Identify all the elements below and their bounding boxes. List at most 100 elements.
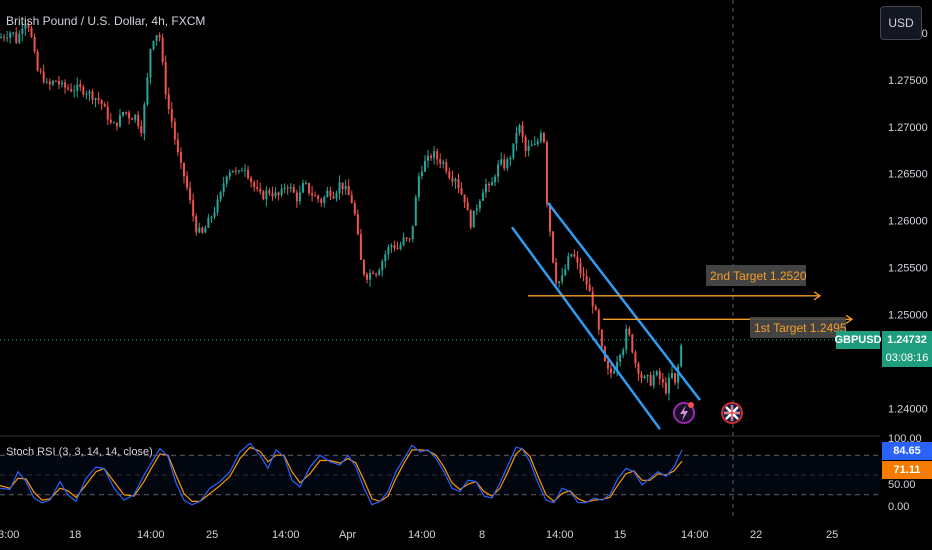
candle-body	[423, 160, 426, 172]
candle-body	[283, 187, 286, 189]
candle-body	[353, 203, 356, 214]
candle-body	[359, 234, 362, 260]
candle-body	[594, 306, 597, 311]
candle-body	[24, 24, 27, 29]
stoch-k-line	[0, 442, 683, 506]
candle-body	[219, 192, 222, 200]
candle-body	[21, 28, 24, 34]
candle-body	[613, 371, 616, 374]
candle-body	[558, 281, 561, 284]
candle-body	[326, 190, 329, 198]
candle-body	[466, 202, 469, 211]
candle-body	[393, 245, 396, 249]
candle-body	[549, 203, 551, 232]
candle-body	[610, 368, 612, 374]
candle-body	[216, 199, 219, 213]
candle-body	[564, 269, 567, 276]
candle-body	[12, 32, 15, 34]
candle-body	[527, 145, 530, 151]
candle-body	[338, 182, 341, 194]
candle-body	[591, 291, 594, 307]
y-tick-4: 1.26000	[888, 216, 928, 228]
candle-body	[106, 106, 109, 120]
stoch-axis-tick-0: 50.00	[888, 479, 916, 491]
candle-body	[509, 157, 512, 160]
candle-body	[643, 376, 646, 379]
candle-body	[149, 49, 152, 78]
candle-body	[640, 373, 643, 379]
candle-body	[128, 112, 131, 119]
candle-body	[305, 182, 307, 184]
candle-body	[667, 377, 670, 394]
candle-body	[64, 82, 67, 88]
candle-body	[606, 361, 609, 369]
candle-body	[631, 334, 634, 353]
candle-body	[671, 372, 673, 378]
candle-body	[372, 272, 375, 274]
candle-body	[497, 164, 500, 177]
currency-button[interactable]: USD	[880, 6, 922, 40]
candle-body	[420, 171, 423, 177]
candle-body	[97, 98, 100, 100]
candle-body	[301, 183, 304, 193]
candle-body	[176, 139, 179, 153]
candle-body	[262, 191, 265, 200]
candle-body	[448, 171, 451, 179]
candle-body	[48, 81, 51, 85]
candle-body	[390, 245, 393, 248]
candle-body	[94, 98, 97, 100]
candle-body	[439, 159, 442, 164]
candle-body	[280, 188, 283, 196]
candle-body	[0, 37, 2, 39]
candle-body	[170, 109, 173, 122]
chart-title: British Pound / U.S. Dollar, 4h, FXCM	[6, 14, 206, 28]
target-arrowhead-2	[813, 291, 822, 301]
x-tick-8: 14:00	[546, 529, 574, 541]
candle-body	[3, 37, 6, 39]
target-arrowhead-1	[845, 314, 854, 324]
candle-body	[155, 35, 158, 42]
candle-body	[256, 186, 259, 189]
x-tick-2: 14:00	[137, 529, 165, 541]
candle-body	[292, 187, 295, 193]
candle-body	[179, 152, 182, 163]
candle-body	[51, 80, 54, 85]
candle-body	[240, 170, 243, 172]
last-price-tag: 1.24732	[882, 331, 932, 349]
candle-body	[579, 262, 582, 274]
candle-body	[680, 345, 683, 367]
candle-body	[417, 176, 420, 198]
candle-body	[414, 197, 417, 226]
grid	[0, 0, 880, 520]
candle-body	[54, 80, 57, 82]
candle-body	[402, 237, 405, 245]
candle-body	[555, 262, 558, 284]
candle-body	[530, 144, 533, 146]
candle-body	[616, 361, 619, 372]
candle-body	[472, 210, 475, 228]
candle-body	[475, 208, 478, 211]
candle-body	[369, 272, 372, 280]
candle-body	[597, 310, 600, 330]
candle-body	[567, 256, 570, 270]
candle-body	[524, 136, 527, 151]
candle-body	[286, 187, 289, 189]
candle-body	[430, 155, 433, 158]
candle-body	[323, 197, 326, 203]
candle-body	[76, 84, 79, 91]
candle-body	[134, 114, 137, 120]
candle-body	[18, 33, 21, 43]
x-tick-5: Apr	[339, 529, 356, 541]
candle-body	[451, 178, 454, 182]
candle-body	[347, 186, 350, 196]
candle-body	[137, 114, 140, 127]
candle-body	[384, 254, 387, 262]
x-tick-6: 14:00	[408, 529, 436, 541]
candle-body	[131, 118, 134, 120]
channel-upper-line	[547, 202, 701, 401]
candle-body	[411, 225, 414, 240]
candle-body	[6, 37, 9, 39]
stoch-rsi-label[interactable]: Stoch RSI (3, 3, 14, 14, close)	[6, 446, 153, 458]
candle-body	[588, 284, 591, 292]
